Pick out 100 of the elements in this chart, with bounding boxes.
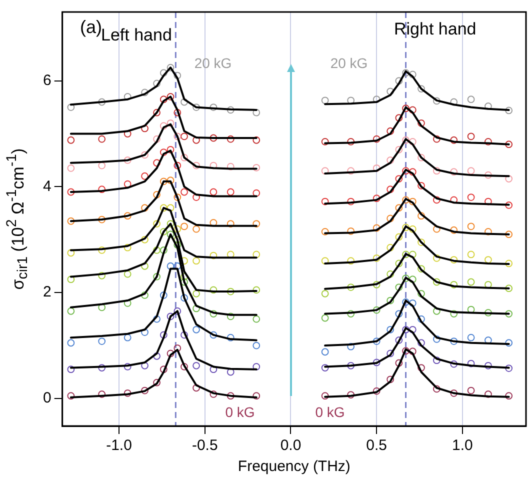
point: [67, 307, 75, 315]
point: [141, 172, 148, 180]
point: [395, 284, 403, 291]
point: [372, 254, 380, 262]
point: [450, 360, 458, 368]
point: [124, 93, 132, 100]
point: [210, 252, 218, 260]
point: [347, 198, 355, 206]
point: [418, 182, 425, 190]
point: [226, 220, 234, 228]
point: [321, 257, 329, 265]
point: [226, 106, 234, 114]
point: [166, 119, 174, 127]
point: [252, 363, 260, 370]
point: [180, 98, 188, 106]
point: [347, 257, 355, 265]
point: [484, 309, 492, 316]
point: [408, 348, 416, 356]
point: [505, 230, 513, 238]
x-tick-label: 1.0: [452, 437, 473, 454]
point: [252, 315, 260, 323]
point: [347, 362, 355, 370]
point: [418, 290, 425, 298]
point: [347, 342, 355, 350]
point: [153, 378, 160, 386]
point: [160, 331, 168, 339]
point: [174, 162, 182, 170]
point: [124, 212, 132, 220]
point: [67, 136, 75, 144]
point: [192, 136, 200, 144]
point: [433, 97, 440, 105]
point: [450, 168, 458, 176]
point: [124, 244, 132, 252]
point: [467, 222, 475, 230]
point: [402, 326, 410, 334]
point: [166, 220, 174, 228]
point: [98, 364, 106, 372]
point: [347, 284, 355, 291]
point: [467, 194, 475, 201]
point: [386, 127, 394, 135]
point: [153, 190, 160, 198]
point: [433, 335, 440, 343]
point: [67, 392, 75, 400]
point: [505, 364, 513, 372]
x-tick-label: -1.0: [106, 437, 132, 454]
point: [386, 214, 394, 222]
point: [141, 362, 148, 370]
point: [160, 69, 168, 77]
point: [408, 276, 416, 284]
point: [153, 159, 160, 167]
point: [418, 212, 425, 220]
point: [180, 188, 188, 196]
point: [210, 331, 218, 339]
point: [433, 167, 440, 175]
point: [505, 260, 513, 268]
point: [160, 292, 168, 299]
point: [386, 88, 394, 96]
point: [372, 194, 380, 202]
point: [450, 226, 458, 234]
x-tick-label: 0.0: [280, 437, 302, 454]
point: [67, 217, 75, 225]
y-tick-label: 4: [43, 178, 52, 195]
point: [433, 278, 440, 286]
point: [166, 176, 174, 184]
annotation: (a): [80, 16, 102, 37]
point: [418, 364, 425, 372]
point: [321, 364, 329, 372]
point: [210, 188, 218, 196]
point: [505, 175, 513, 182]
point: [192, 362, 200, 370]
point: [153, 220, 160, 228]
point: [166, 93, 174, 100]
point: [160, 228, 168, 236]
point: [505, 339, 513, 347]
point: [174, 132, 182, 140]
point: [210, 390, 218, 398]
point: [467, 278, 475, 286]
point: [402, 69, 410, 77]
point: [252, 136, 260, 144]
point: [433, 135, 440, 143]
point: [395, 175, 403, 182]
point: [141, 88, 148, 96]
point: [141, 292, 148, 299]
point: [418, 265, 425, 272]
point: [174, 241, 182, 249]
point: [252, 220, 260, 228]
point: [226, 312, 234, 320]
point: [153, 352, 160, 360]
annotation: 20 kG: [330, 54, 368, 71]
point: [467, 132, 475, 140]
point: [467, 250, 475, 258]
point: [141, 236, 148, 244]
point: [395, 114, 403, 122]
point: [252, 189, 260, 197]
point: [402, 274, 410, 282]
point: [418, 238, 425, 246]
point: [484, 390, 492, 398]
point: [67, 164, 75, 172]
annotation: 0 kG: [315, 404, 345, 420]
point: [174, 108, 182, 116]
